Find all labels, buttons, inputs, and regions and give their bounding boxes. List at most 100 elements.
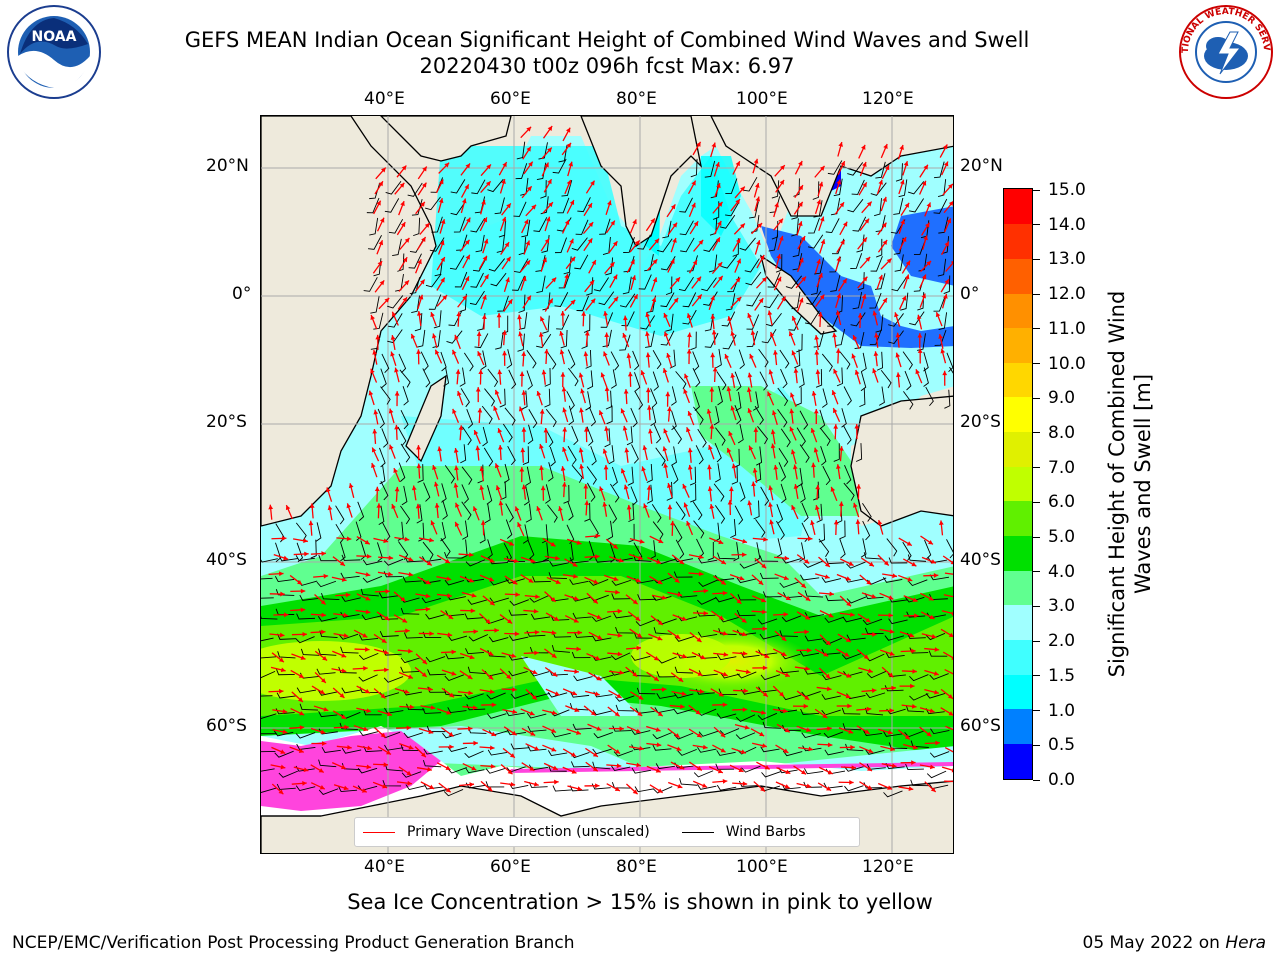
wave-direction-arrowhead	[680, 704, 685, 709]
wave-direction-arrowhead	[864, 218, 870, 224]
wave-direction-arrowhead	[372, 349, 378, 355]
wave-direction-arrowhead	[679, 559, 685, 565]
wave-direction-arrowhead	[804, 558, 810, 564]
wave-direction-arrowhead	[735, 238, 741, 244]
wave-direction-arrowhead	[470, 608, 476, 614]
wind-barb	[444, 579, 465, 586]
wave-direction-arrowhead	[819, 165, 825, 171]
wind-barb	[547, 504, 558, 523]
wave-direction-arrowhead	[722, 671, 728, 677]
wind-barb	[606, 405, 613, 425]
wave-direction-arrowhead	[341, 577, 347, 582]
wave-direction-arrowhead	[539, 409, 545, 414]
wave-direction-arrowhead	[505, 277, 510, 283]
wave-direction-arrowhead	[326, 487, 331, 493]
wave-direction-arrowhead	[773, 464, 779, 470]
wind-barb	[540, 196, 549, 215]
wave-direction-arrowhead	[268, 504, 274, 510]
wind-barb	[675, 501, 686, 521]
wave-direction-arrowhead	[429, 784, 435, 789]
wave-direction-arrowhead	[445, 765, 451, 770]
wind-barb	[527, 745, 547, 752]
wave-direction-arrowhead	[502, 350, 507, 356]
wind-barb	[679, 220, 694, 236]
wave-direction-arrowhead	[493, 406, 498, 411]
wind-barb	[399, 369, 411, 388]
wave-direction-arrowhead	[508, 541, 514, 546]
wave-direction-arrowhead	[506, 674, 511, 680]
wind-barb	[480, 350, 487, 370]
wind-barb	[799, 650, 820, 657]
wave-direction-arrowhead	[462, 295, 467, 301]
wind-barb	[278, 555, 298, 562]
wave-direction-arrowhead	[592, 766, 598, 772]
wind-barb	[800, 483, 806, 503]
wave-direction-arrowhead	[430, 705, 436, 710]
wave-direction-arrowhead	[455, 502, 460, 508]
wind-barb	[799, 444, 810, 463]
wind-barb	[554, 292, 569, 307]
wave-direction-arrowhead	[383, 762, 389, 768]
wind-barb	[613, 612, 633, 619]
wave-direction-arrowhead	[592, 598, 598, 604]
wind-barb	[554, 237, 567, 254]
wave-direction-arrowhead	[882, 196, 887, 202]
wave-direction-arrowhead	[614, 786, 620, 791]
wave-direction-arrowhead	[377, 261, 383, 267]
wave-direction-arrowhead	[925, 222, 930, 228]
wind-barb	[569, 579, 589, 585]
wave-direction-arrowhead	[616, 693, 622, 698]
wind-barb	[934, 329, 947, 346]
wave-direction-arrowhead	[663, 428, 668, 434]
wave-direction-arrowhead	[942, 370, 948, 376]
wave-direction-arrowhead	[410, 333, 416, 339]
wind-barb	[633, 632, 653, 639]
wind-barb	[653, 424, 662, 444]
wind-barb	[413, 217, 421, 237]
wind-barb	[261, 615, 278, 620]
wave-direction-arrowhead	[578, 447, 584, 453]
wave-direction-arrowhead	[613, 576, 619, 582]
wave-direction-arrowhead	[452, 349, 457, 355]
wave-direction-arrowhead	[697, 294, 702, 300]
wave-direction-arrowhead	[788, 331, 794, 337]
wave-direction-arrowhead	[525, 260, 531, 266]
wind-barb	[697, 784, 717, 790]
wind-barb	[508, 609, 528, 616]
wind-barb	[907, 554, 927, 562]
wind-barb	[513, 201, 527, 217]
wave-direction-arrowhead	[285, 505, 291, 511]
wave-direction-arrowhead	[524, 219, 529, 225]
wave-direction-arrowhead	[394, 391, 400, 396]
wind-barb	[717, 654, 737, 661]
wave-direction-arrowhead	[832, 332, 837, 338]
wind-barb	[275, 589, 295, 596]
wave-direction-arrowhead	[545, 216, 551, 222]
lon-tick-bottom: 120°E	[862, 857, 914, 877]
wind-barb	[716, 371, 727, 391]
wave-direction-arrowhead	[299, 710, 305, 716]
wind-barb	[369, 217, 379, 236]
wind-barb	[775, 254, 783, 273]
wind-barb	[909, 674, 929, 682]
wind-barb	[460, 388, 470, 408]
wind-barb	[461, 501, 472, 521]
wave-direction-arrowhead	[578, 372, 584, 378]
wave-direction-arrowhead	[609, 262, 615, 268]
wave-direction-arrowhead	[547, 126, 553, 132]
wave-direction-arrowhead	[511, 653, 517, 658]
wave-direction-arrowhead	[852, 335, 858, 341]
wave-direction-arrowhead	[620, 408, 626, 414]
wave-direction-arrowhead	[926, 731, 932, 737]
wave-direction-arrowhead	[528, 161, 533, 167]
wave-direction-arrowhead	[683, 502, 689, 508]
wind-barb	[924, 539, 932, 560]
wave-direction-arrowhead	[645, 312, 651, 318]
wind-barb	[718, 628, 737, 635]
wave-direction-arrowhead	[759, 731, 765, 737]
wind-barb	[855, 443, 863, 462]
wave-direction-arrowhead	[502, 162, 507, 168]
wave-direction-arrowhead	[448, 731, 454, 737]
wind-barb	[807, 234, 824, 249]
wind-barb	[431, 216, 443, 233]
